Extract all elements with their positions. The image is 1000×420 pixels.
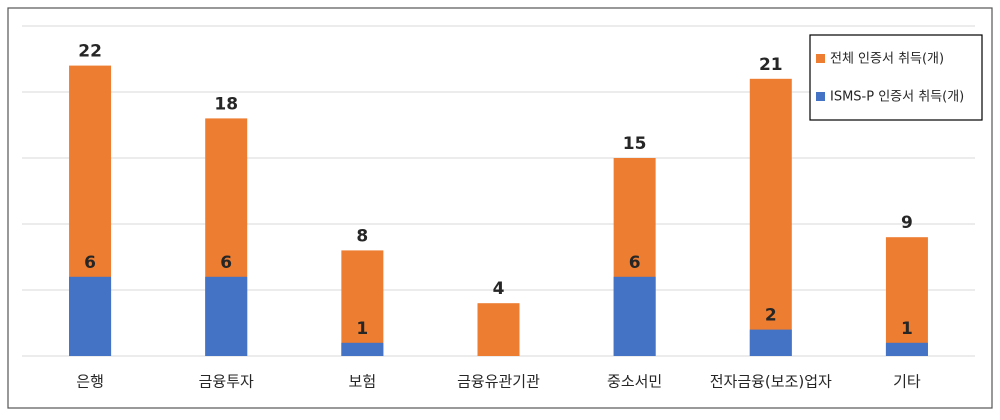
- legend-label: ISMS-P 인증서 취득(개): [830, 90, 964, 105]
- x-tick-label: 기타: [893, 373, 921, 391]
- bar: [341, 342, 384, 356]
- data-label: 9: [901, 213, 913, 233]
- data-label: 6: [220, 253, 232, 273]
- data-label: 1: [901, 319, 913, 339]
- data-label: 22: [78, 42, 102, 62]
- x-tick-label: 중소서민: [607, 373, 662, 391]
- bar: [477, 303, 520, 356]
- data-label: 2: [765, 306, 777, 326]
- data-label: 21: [759, 55, 783, 75]
- data-label: 4: [493, 279, 505, 299]
- data-label: 18: [214, 94, 238, 114]
- x-tick-label: 은행: [76, 373, 104, 391]
- legend-swatch: [816, 54, 825, 63]
- x-tick-label: 금융유관기관: [457, 373, 540, 391]
- bar: [749, 329, 792, 356]
- x-tick-label: 보험: [349, 373, 377, 391]
- bar: [341, 250, 384, 356]
- data-label: 8: [356, 226, 368, 246]
- bar: [885, 342, 928, 356]
- x-tick-label: 금융투자: [199, 373, 254, 391]
- bar: [69, 276, 112, 356]
- bar: [205, 276, 248, 356]
- bar: [613, 276, 656, 356]
- x-tick-label: 전자금융(보조)업자: [710, 373, 832, 391]
- bar: [885, 237, 928, 356]
- legend-swatch: [816, 92, 825, 101]
- legend-label: 전체 인증서 취득(개): [830, 52, 944, 67]
- data-label: 15: [623, 134, 647, 154]
- data-label: 1: [356, 319, 368, 339]
- data-label: 6: [629, 253, 641, 273]
- legend-box: [809, 34, 983, 121]
- bar: [749, 78, 792, 357]
- data-label: 6: [84, 253, 96, 273]
